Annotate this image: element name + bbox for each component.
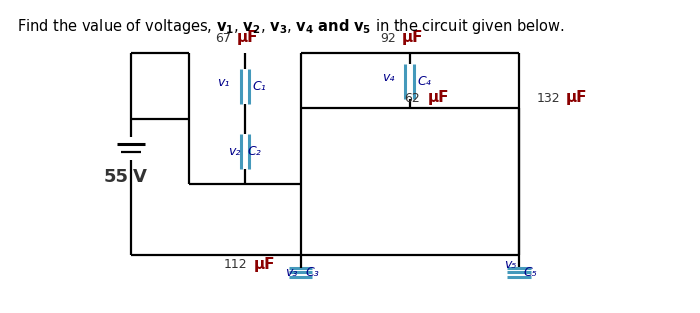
Text: 132: 132 xyxy=(536,92,560,105)
Text: 62: 62 xyxy=(404,92,419,105)
Text: v₄: v₄ xyxy=(382,71,394,84)
Text: μF: μF xyxy=(254,257,276,272)
Text: 67: 67 xyxy=(216,33,231,45)
Text: 55: 55 xyxy=(104,168,129,186)
Text: V: V xyxy=(133,168,147,186)
Text: 112: 112 xyxy=(224,258,247,271)
Text: μF: μF xyxy=(237,30,258,45)
Text: μF: μF xyxy=(402,30,424,45)
Text: v₅: v₅ xyxy=(503,258,516,271)
Text: C₂: C₂ xyxy=(248,145,262,158)
Text: C₄: C₄ xyxy=(418,75,431,88)
Text: v₁: v₁ xyxy=(217,76,230,89)
Text: v₂: v₂ xyxy=(228,145,240,158)
Text: μF: μF xyxy=(566,90,587,105)
Text: C₁: C₁ xyxy=(253,80,267,93)
Text: v₃: v₃ xyxy=(286,266,298,279)
Text: C₅: C₅ xyxy=(524,266,538,279)
Text: Find the value of voltages, $\mathit{\mathbf{v_1}}$, $\mathit{\mathbf{v_2}}$, $\: Find the value of voltages, $\mathit{\ma… xyxy=(18,17,566,36)
Text: 92: 92 xyxy=(381,33,396,45)
Text: C₃: C₃ xyxy=(305,266,319,279)
Text: μF: μF xyxy=(427,90,449,105)
